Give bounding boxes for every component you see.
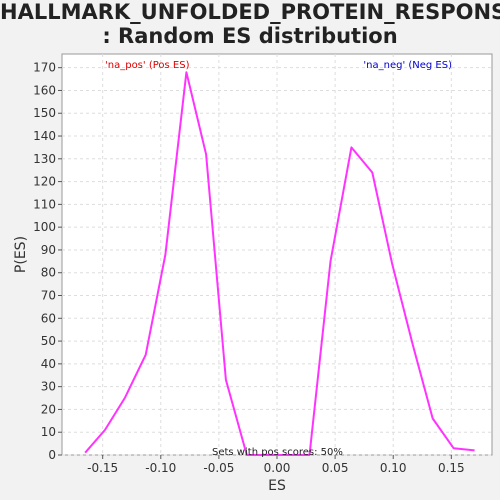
y-tick-label: 20 <box>41 402 56 416</box>
y-tick-label: 130 <box>33 152 56 166</box>
chart-title-line-2: : Random ES distribution <box>102 24 398 48</box>
y-tick-label: 50 <box>41 334 56 348</box>
x-axis-ticks: -0.15 -0.10 -0.05 0.00 0.05 0.10 0.15 <box>87 455 465 475</box>
y-tick-label: 170 <box>33 61 56 75</box>
pos-scores-annotation: Sets with pos scores: 50% <box>212 447 343 458</box>
y-tick-label: 10 <box>41 425 56 439</box>
y-tick-label: 160 <box>33 83 56 97</box>
chart-title-line-1: HALLMARK_UNFOLDED_PROTEIN_RESPONSE <box>0 0 500 24</box>
es-distribution-line <box>84 71 475 456</box>
y-tick-label: 120 <box>33 175 56 189</box>
y-tick-label: 90 <box>41 243 56 257</box>
x-tick-label: 0.00 <box>264 461 291 475</box>
y-tick-label: 40 <box>41 357 56 371</box>
x-tick-label: -0.10 <box>145 461 176 475</box>
y-tick-label: 100 <box>33 220 56 234</box>
y-tick-label: 150 <box>33 106 56 120</box>
x-tick-label: 0.05 <box>322 461 349 475</box>
y-tick-label: 70 <box>41 289 56 303</box>
y-tick-label: 60 <box>41 311 56 325</box>
x-axis-label: ES <box>268 478 286 494</box>
y-tick-label: 0 <box>48 448 56 462</box>
x-tick-label: 0.10 <box>380 461 407 475</box>
x-tick-label: -0.15 <box>87 461 118 475</box>
x-tick-label: -0.05 <box>203 461 234 475</box>
y-axis-label: P(ES) <box>13 236 29 273</box>
legend-pos-es: 'na_pos' (Pos ES) <box>105 60 190 71</box>
grid-lines <box>62 54 492 456</box>
y-tick-label: 140 <box>33 129 56 143</box>
y-tick-label: 110 <box>33 197 56 211</box>
legend-neg-es: 'na_neg' (Neg ES) <box>363 60 452 71</box>
x-tick-label: 0.15 <box>438 461 465 475</box>
y-axis-ticks: 0 10 20 30 40 50 60 70 80 90 100 110 120 130 140 150 160… <box>33 61 62 462</box>
y-tick-label: 30 <box>41 380 56 394</box>
y-tick-label: 80 <box>41 266 56 280</box>
